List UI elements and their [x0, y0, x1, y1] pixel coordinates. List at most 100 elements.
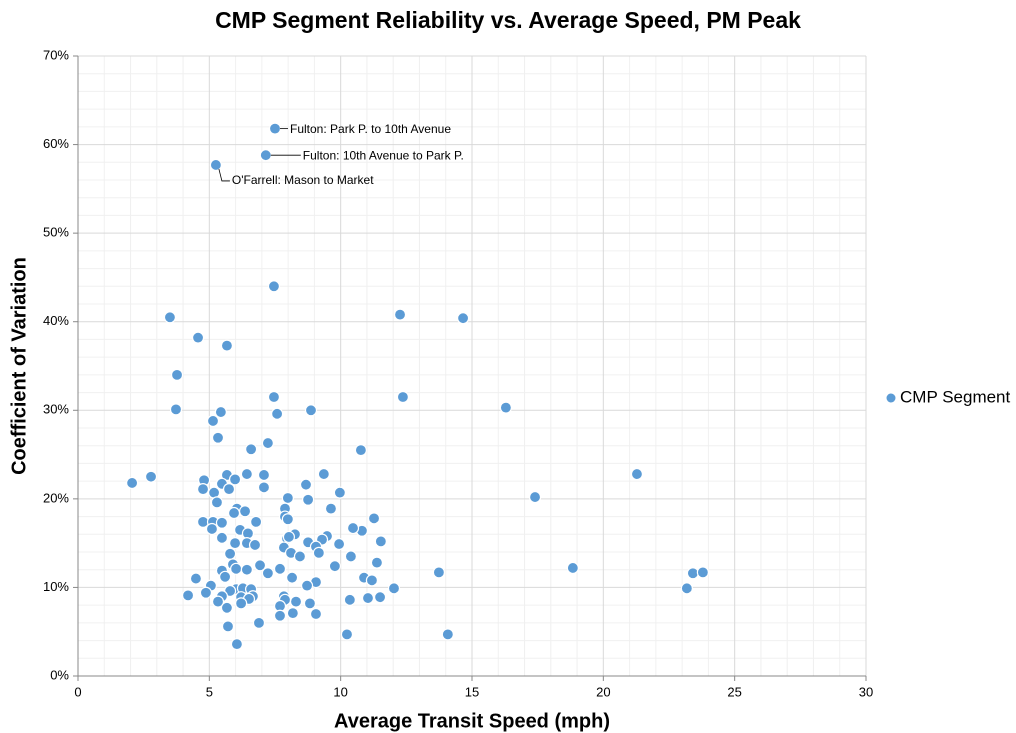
point — [205, 522, 219, 536]
y-tick-label: 0% — [50, 667, 69, 682]
x-tick-label: 30 — [859, 684, 873, 699]
y-axis-title: Coefficient of Variation — [8, 257, 30, 475]
point — [221, 620, 235, 633]
point — [432, 566, 446, 579]
point — [222, 483, 236, 496]
point — [257, 468, 271, 482]
point — [271, 407, 284, 420]
x-tick-label: 20 — [596, 684, 610, 699]
point — [240, 467, 253, 481]
point — [230, 562, 243, 575]
point — [238, 505, 252, 518]
annotation: Fulton: Park P. to 10th Avenue — [290, 122, 451, 136]
y-tick-label: 70% — [43, 47, 69, 62]
point — [303, 597, 317, 610]
point — [214, 405, 227, 419]
point — [261, 567, 275, 580]
point — [441, 628, 454, 641]
point — [285, 571, 299, 584]
point — [273, 609, 287, 622]
point — [163, 311, 177, 324]
point — [257, 481, 271, 494]
point — [346, 521, 360, 535]
legend-label: CMP Segment — [900, 387, 1011, 406]
point — [215, 516, 229, 529]
legend-marker — [886, 393, 896, 403]
x-tick-label: 25 — [727, 684, 741, 699]
point — [249, 515, 263, 528]
point — [293, 550, 307, 563]
point — [191, 331, 205, 344]
y-tick-label: 20% — [43, 490, 69, 505]
point — [309, 607, 323, 621]
x-tick-label: 15 — [465, 684, 479, 699]
point — [373, 591, 387, 604]
point — [240, 563, 253, 576]
point — [630, 467, 644, 481]
point — [300, 579, 314, 592]
point — [144, 470, 158, 483]
point — [299, 478, 313, 491]
point — [181, 589, 195, 602]
point — [228, 473, 242, 486]
point — [259, 149, 272, 162]
point — [328, 560, 341, 573]
point — [235, 597, 248, 610]
point — [324, 502, 338, 515]
y-tick-label: 50% — [43, 225, 69, 240]
point — [210, 496, 224, 509]
point — [387, 582, 401, 595]
point — [393, 308, 407, 321]
y-tick-label: 30% — [43, 402, 69, 417]
point — [344, 550, 358, 563]
point — [686, 567, 700, 580]
point — [220, 601, 234, 614]
point — [253, 559, 267, 572]
point — [301, 493, 315, 506]
x-tick-label: 0 — [74, 684, 81, 699]
point — [499, 401, 512, 414]
point — [361, 591, 375, 605]
point — [528, 490, 542, 504]
y-tick-label: 60% — [43, 136, 69, 151]
point — [680, 582, 693, 595]
x-axis-title: Average Transit Speed (mph) — [334, 710, 610, 732]
point — [267, 280, 281, 293]
annotation: O'Farrell: Mason to Market — [232, 173, 374, 187]
point — [282, 530, 296, 544]
point — [261, 436, 275, 450]
point — [169, 403, 183, 416]
point — [209, 158, 222, 172]
point — [354, 444, 367, 457]
point — [196, 483, 210, 496]
point — [215, 531, 229, 544]
point — [126, 476, 139, 490]
point — [340, 628, 354, 641]
point — [365, 574, 379, 587]
point — [267, 390, 281, 404]
point — [374, 535, 387, 548]
point — [211, 431, 225, 444]
point — [333, 486, 346, 499]
point — [696, 566, 709, 579]
point — [396, 390, 410, 404]
point — [343, 593, 356, 606]
point — [220, 339, 234, 352]
point — [281, 491, 294, 505]
annotation: Fulton: 10th Avenue to Park P. — [303, 148, 464, 162]
point — [367, 512, 381, 525]
leader-line — [218, 168, 230, 182]
point — [228, 537, 242, 550]
point — [312, 546, 325, 559]
x-tick-label: 10 — [333, 684, 347, 699]
point — [273, 562, 287, 575]
point — [566, 561, 579, 575]
point — [244, 443, 258, 456]
point — [218, 570, 232, 583]
point — [189, 572, 203, 585]
point — [170, 368, 184, 381]
x-tick-label: 5 — [206, 684, 213, 699]
point — [456, 312, 470, 325]
point — [281, 513, 294, 526]
